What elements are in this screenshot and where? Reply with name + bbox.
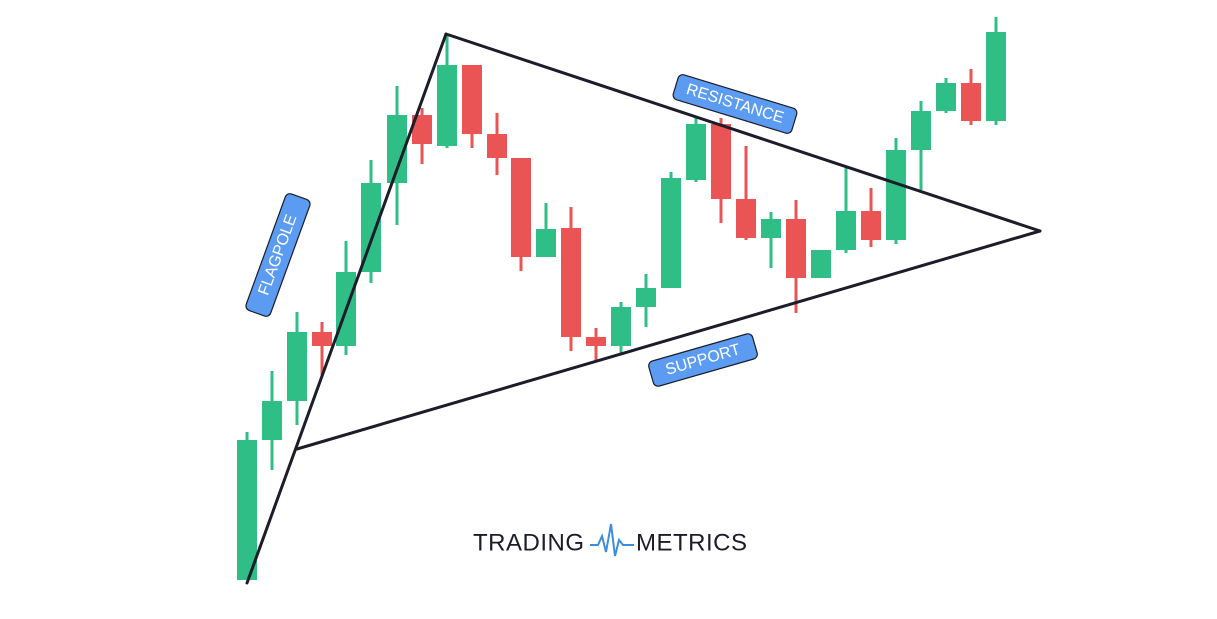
flagpole-tag: FLAGPOLE [245, 193, 311, 317]
candle-body [462, 65, 482, 134]
flagpole-line [245, 32, 448, 585]
candle-body [437, 65, 457, 146]
candle-body [711, 124, 731, 199]
candle-body [861, 211, 881, 240]
logo: TRADING METRICS [473, 523, 748, 557]
candle-body [836, 211, 856, 250]
tag-box [245, 193, 311, 317]
resistance-line [444, 32, 1042, 233]
logo-wave [590, 523, 634, 557]
support-line [295, 229, 1042, 451]
candle-body [287, 332, 307, 401]
candle-body [686, 124, 706, 180]
candle-body [911, 111, 931, 150]
candle-body [511, 158, 531, 257]
tag-box [648, 333, 758, 387]
candle-body [661, 178, 681, 288]
candle-body [761, 219, 781, 238]
logo-right: METRICS [636, 530, 748, 557]
candle-body [487, 134, 507, 158]
candle-body [611, 307, 631, 346]
candle-body [412, 115, 432, 144]
candle-body [811, 250, 831, 278]
candles [237, 17, 1006, 580]
candle-body [786, 219, 806, 278]
candle-body [387, 115, 407, 183]
candle-body [561, 228, 581, 337]
candle-body [361, 183, 381, 272]
candle-body [586, 337, 606, 346]
candle-body [886, 150, 906, 240]
candle-body [262, 401, 282, 440]
logo-left: TRADING [473, 530, 585, 557]
trend-lines [245, 32, 1042, 585]
candle-body [736, 199, 756, 238]
candle-body [312, 332, 332, 346]
candle-body [536, 229, 556, 257]
candle-body [237, 440, 257, 580]
tag-box [672, 74, 798, 134]
candle-body [961, 83, 981, 121]
candle-body [986, 32, 1006, 121]
candle-body [636, 288, 656, 307]
candle-body [936, 83, 956, 111]
